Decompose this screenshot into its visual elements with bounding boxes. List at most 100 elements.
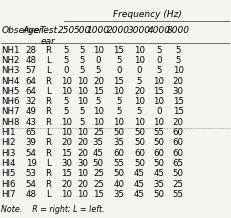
Text: 10: 10	[77, 190, 88, 199]
Text: 10: 10	[61, 190, 72, 199]
Text: L: L	[46, 190, 51, 199]
Text: 8000: 8000	[167, 26, 190, 35]
Text: 50: 50	[153, 138, 164, 148]
Text: 5: 5	[80, 56, 85, 65]
Text: 48: 48	[26, 190, 36, 199]
Text: 60: 60	[153, 149, 164, 158]
Text: HI1: HI1	[1, 128, 16, 137]
Text: 5: 5	[80, 107, 85, 116]
Text: 10: 10	[134, 97, 145, 106]
Text: Frequency (Hz): Frequency (Hz)	[113, 10, 182, 19]
Text: 5: 5	[96, 97, 101, 106]
Text: 25: 25	[173, 180, 184, 189]
Text: 25: 25	[93, 180, 104, 189]
Text: 50: 50	[113, 169, 125, 179]
Text: 50: 50	[134, 159, 145, 168]
Text: 45: 45	[134, 180, 145, 189]
Text: HI7: HI7	[1, 190, 16, 199]
Text: R: R	[45, 138, 51, 148]
Text: 50: 50	[153, 190, 164, 199]
Text: HI5: HI5	[1, 169, 16, 179]
Text: NH7: NH7	[1, 107, 20, 116]
Text: 50: 50	[173, 169, 184, 179]
Text: 39: 39	[26, 138, 36, 148]
Text: 50: 50	[134, 138, 145, 148]
Text: 5: 5	[80, 46, 85, 54]
Text: 15: 15	[113, 77, 125, 85]
Text: R: R	[45, 118, 51, 127]
Text: NH8: NH8	[1, 118, 20, 127]
Text: 20: 20	[93, 77, 104, 85]
Text: 54: 54	[26, 149, 36, 158]
Text: 55: 55	[113, 159, 125, 168]
Text: 25: 25	[93, 128, 104, 137]
Text: 0: 0	[156, 56, 162, 65]
Text: 5: 5	[156, 46, 162, 54]
Text: L: L	[46, 87, 51, 96]
Text: 10: 10	[77, 128, 88, 137]
Text: 19: 19	[26, 159, 36, 168]
Text: 5: 5	[137, 107, 142, 116]
Text: 45: 45	[134, 190, 145, 199]
Text: R: R	[45, 77, 51, 85]
Text: 10: 10	[113, 87, 125, 96]
Text: 10: 10	[77, 169, 88, 179]
Text: 10: 10	[134, 118, 145, 127]
Text: 10: 10	[173, 66, 184, 75]
Text: 35: 35	[153, 180, 164, 189]
Text: 50: 50	[153, 159, 164, 168]
Text: 30: 30	[61, 159, 72, 168]
Text: HI3: HI3	[1, 149, 16, 158]
Text: 20: 20	[61, 138, 72, 148]
Text: 60: 60	[134, 149, 145, 158]
Text: L: L	[46, 128, 51, 137]
Text: 25: 25	[93, 169, 104, 179]
Text: HI4: HI4	[1, 159, 16, 168]
Text: 10: 10	[134, 56, 145, 65]
Text: 5: 5	[156, 66, 162, 75]
Text: R: R	[45, 97, 51, 106]
Text: R: R	[45, 107, 51, 116]
Text: 20: 20	[77, 138, 88, 148]
Text: NH3: NH3	[1, 66, 20, 75]
Text: 0: 0	[116, 66, 122, 75]
Text: 5: 5	[64, 107, 69, 116]
Text: 15: 15	[61, 149, 72, 158]
Text: 45: 45	[93, 149, 104, 158]
Text: NH6: NH6	[1, 97, 20, 106]
Text: 15: 15	[153, 87, 164, 96]
Text: 40: 40	[113, 180, 125, 189]
Text: 10: 10	[61, 87, 72, 96]
Text: R: R	[45, 169, 51, 179]
Text: 10: 10	[153, 97, 164, 106]
Text: 15: 15	[61, 169, 72, 179]
Text: 2000: 2000	[107, 26, 131, 35]
Text: HI2: HI2	[1, 138, 16, 148]
Text: 32: 32	[26, 97, 36, 106]
Text: 50: 50	[134, 128, 145, 137]
Text: 35: 35	[113, 190, 125, 199]
Text: Test
ear: Test ear	[39, 26, 57, 46]
Text: 250: 250	[58, 26, 75, 35]
Text: 60: 60	[173, 138, 184, 148]
Text: 15: 15	[173, 107, 184, 116]
Text: 5: 5	[176, 56, 181, 65]
Text: 10: 10	[134, 46, 145, 54]
Text: 15: 15	[113, 46, 125, 54]
Text: 10: 10	[93, 46, 104, 54]
Text: 10: 10	[77, 97, 88, 106]
Text: 20: 20	[77, 149, 88, 158]
Text: 20: 20	[77, 180, 88, 189]
Text: 65: 65	[173, 159, 184, 168]
Text: NH2: NH2	[1, 56, 20, 65]
Text: Observer: Observer	[1, 26, 43, 35]
Text: 5: 5	[64, 46, 69, 54]
Text: 49: 49	[26, 107, 36, 116]
Text: NH1: NH1	[1, 46, 20, 54]
Text: Note.    R = right; L = left.: Note. R = right; L = left.	[1, 205, 105, 214]
Text: 50: 50	[113, 128, 125, 137]
Text: 20: 20	[173, 118, 184, 127]
Text: 30: 30	[173, 87, 184, 96]
Text: 5: 5	[116, 56, 122, 65]
Text: L: L	[46, 56, 51, 65]
